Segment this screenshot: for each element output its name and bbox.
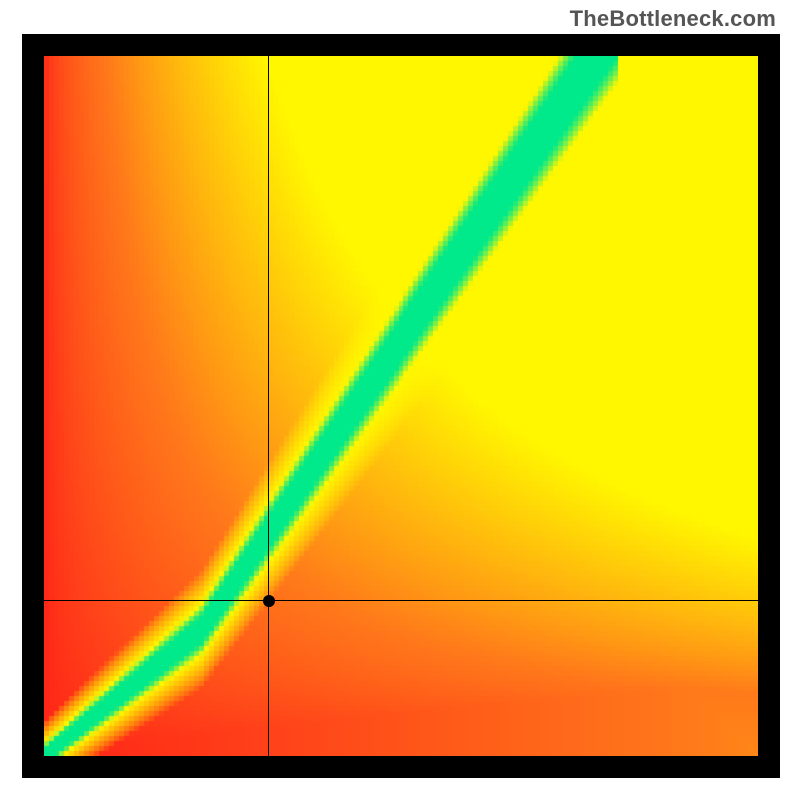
crosshair-point [263, 595, 275, 607]
plot-frame-right [758, 34, 780, 778]
plot-frame-top [22, 34, 780, 56]
plot-frame-bottom [22, 756, 780, 778]
crosshair-vertical [268, 56, 269, 756]
heatmap-canvas [44, 56, 758, 756]
attribution-text: TheBottleneck.com [570, 6, 776, 32]
plot-frame-left [22, 34, 44, 778]
crosshair-horizontal [44, 600, 758, 601]
chart-container: TheBottleneck.com [0, 0, 800, 800]
